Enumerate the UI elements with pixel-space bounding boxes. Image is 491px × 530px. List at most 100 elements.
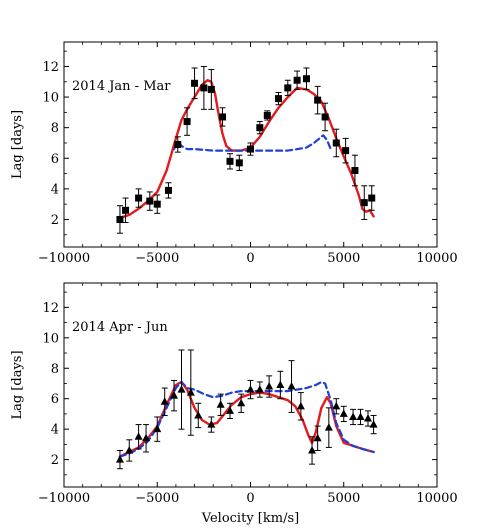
data-point [296,392,305,421]
square-marker [153,200,161,208]
data-point [314,85,322,115]
data-point [256,121,264,135]
square-marker [116,215,124,223]
square-marker [314,96,322,104]
data-point [276,370,285,400]
data-point [246,379,255,400]
y-tick-label: 8 [51,121,59,136]
data-point [225,402,234,419]
square-marker [174,141,182,148]
data-point [237,393,246,413]
data-point [116,205,124,234]
data-point [368,185,376,211]
triangle-marker [313,433,322,442]
triangle-marker [265,382,274,390]
x-tick-label: −10000 [38,251,90,266]
square-marker [274,95,282,103]
data-point [321,102,329,132]
data-point [293,70,301,90]
data-point [360,185,368,220]
y-axis-title: Lag [days] [10,110,25,179]
panel-title: 2014 Apr - Jun [72,320,168,335]
data-point [332,128,340,158]
y-axis-title: Lag [days] [10,350,25,419]
square-marker [284,84,292,92]
y-tick-label: 2 [51,453,59,468]
triangle-marker [276,380,285,388]
y-tick-label: 6 [51,152,59,167]
triangle-marker [142,433,151,442]
y-tick-label: 10 [42,331,59,346]
y-tick-label: 12 [42,60,59,75]
data-point [356,408,365,426]
data-point [191,67,199,100]
panel-apr-jun: −10000 −5000 0 5000 10000 2 4 6 8 10 12 Lag [days] V… [10,282,458,526]
triangle-marker [255,385,264,393]
x-tick-label: 5000 [327,491,360,506]
triangle-marker [369,420,378,428]
data-point [274,91,282,106]
triangle-marker [332,401,341,410]
data-point [219,107,227,127]
y-tick-label: 10 [42,91,59,106]
data-point [369,414,378,435]
data-point [255,381,264,398]
square-marker [135,194,143,202]
data-point [363,410,372,427]
triangle-marker [125,445,134,454]
y-tick-label: 4 [51,182,59,197]
data-point [160,387,169,416]
data-point [135,188,143,208]
y-tick-label: 6 [51,392,59,407]
data-point [115,449,124,470]
data-point [194,402,203,429]
square-marker [219,113,227,121]
data-point [308,436,317,465]
y-tick-label: 4 [51,423,59,438]
data-point [216,393,225,416]
square-marker [256,124,264,132]
data-point [235,154,243,172]
data-point [122,197,130,224]
x-tick-label: −5000 [135,251,179,266]
data-point [247,142,254,156]
triangle-marker [296,401,305,410]
model-curve-solid [118,380,375,458]
x-axis-title: Velocity [km/s] [201,511,299,526]
data-point [332,398,341,415]
triangle-marker [339,409,348,417]
y-tick-label: 8 [51,362,59,377]
data-point [207,69,215,110]
panel-jan-mar: −10000 −5000 0 5000 10000 2 4 6 8 10 12 Lag [days] 2… [10,41,458,266]
triangle-marker [177,385,186,393]
data-point [226,153,234,170]
x-tick-label: 10000 [416,491,457,506]
square-marker [247,145,254,153]
data-point [146,191,154,211]
square-marker [321,113,329,121]
data-point [263,110,271,121]
triangle-marker [246,385,255,393]
triangle-marker [349,412,358,420]
data-point [164,182,172,199]
data-point [183,107,191,136]
triangle-marker [186,388,195,396]
square-marker [235,159,243,167]
data-point [174,136,182,153]
square-marker [207,85,215,93]
y-tick-label: 12 [42,301,59,316]
triangle-marker [160,397,169,405]
data-point [351,154,359,187]
triangle-marker [324,423,333,431]
triangle-marker [225,406,234,414]
triangle-marker [237,398,246,407]
triangle-marker [287,382,296,390]
data-point [186,349,195,436]
square-marker [164,186,172,194]
triangle-marker [363,413,372,422]
data-point [302,67,310,90]
square-marker [146,197,154,205]
data-point [349,408,358,426]
data-point [265,375,274,398]
